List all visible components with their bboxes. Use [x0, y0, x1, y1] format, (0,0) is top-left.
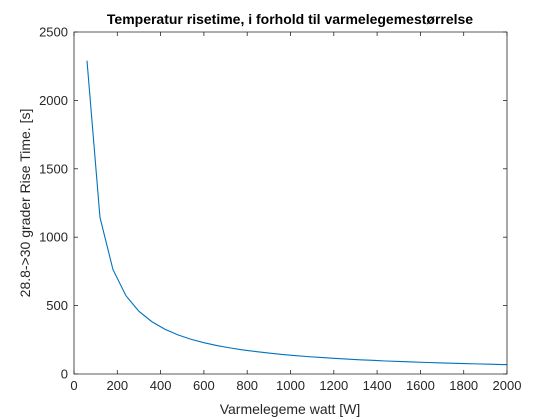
- x-tick-label: 0: [70, 378, 77, 393]
- y-tick-label: 1000: [39, 230, 68, 245]
- y-tick-label: 2000: [39, 93, 68, 108]
- x-tick-label: 1000: [276, 378, 305, 393]
- y-tick-label: 2500: [39, 25, 68, 40]
- y-tick-label: 0: [61, 367, 68, 382]
- x-tick-label: 1400: [363, 378, 392, 393]
- x-tick-label: 600: [193, 378, 215, 393]
- plot-area: [74, 32, 507, 374]
- x-tick-label: 1200: [319, 378, 348, 393]
- x-tick-label: 400: [150, 378, 172, 393]
- x-tick-label: 200: [106, 378, 128, 393]
- plot-frame: [73, 31, 508, 375]
- series-line: [86, 60, 507, 366]
- y-axis: 0 500 1000 1500 2000 2500: [39, 25, 507, 382]
- y-axis-label: 28.8->30 grader Rise Time. [s]: [17, 109, 33, 298]
- chart-title: Temperatur risetime, i forhold til varme…: [107, 11, 473, 27]
- x-axis: 0 200 400 600 800 1000 1200 1400 1600 1800 2000: [70, 32, 521, 393]
- y-tick-label: 500: [46, 298, 68, 313]
- x-tick-label: 800: [236, 378, 258, 393]
- x-tick-label: 1600: [406, 378, 435, 393]
- x-tick-label: 2000: [493, 378, 522, 393]
- x-tick-label: 1800: [449, 378, 478, 393]
- x-axis-label: Varmelegeme watt [W]: [220, 401, 361, 417]
- y-tick-label: 1500: [39, 161, 68, 176]
